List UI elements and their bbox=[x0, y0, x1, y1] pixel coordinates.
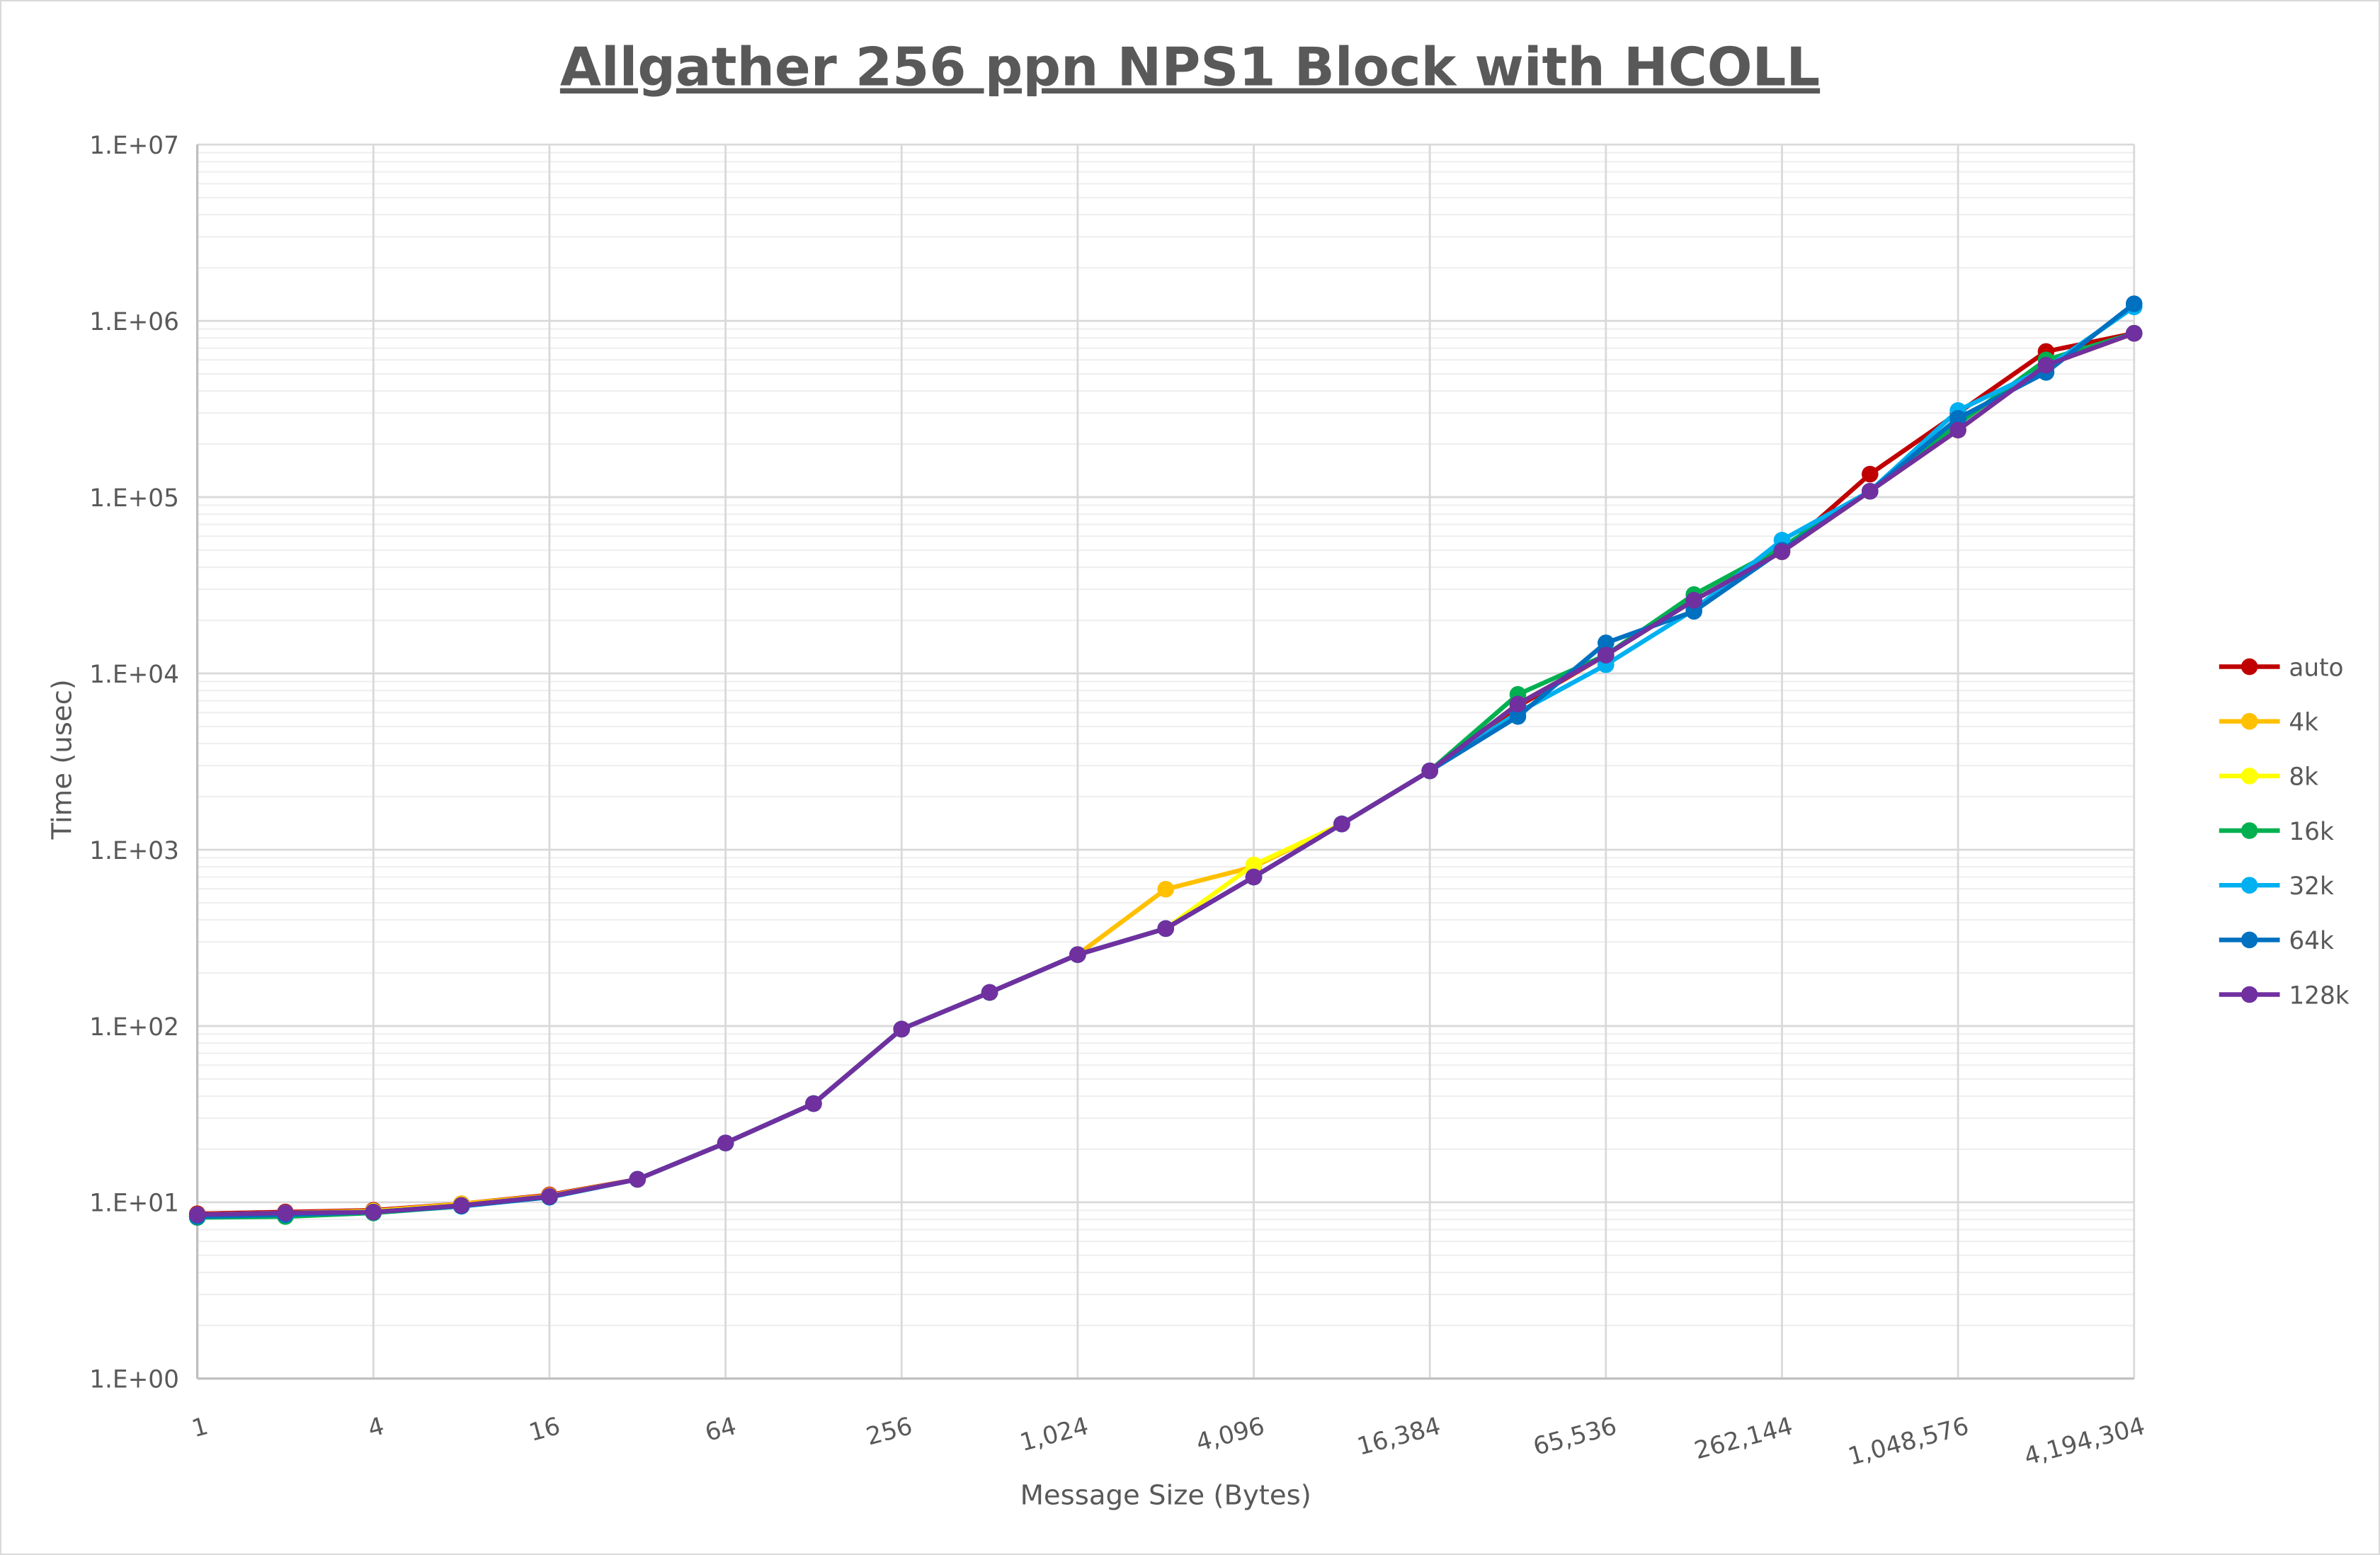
data-point-128k bbox=[277, 1204, 294, 1221]
legend-item-16k: 16k bbox=[2219, 818, 2334, 846]
legend-swatch-marker bbox=[2240, 768, 2258, 785]
y-axis-label: Time (usec) bbox=[47, 679, 79, 840]
data-point-128k bbox=[1861, 482, 1879, 500]
data-point-128k bbox=[717, 1134, 734, 1151]
legend-label: 128k bbox=[2289, 981, 2349, 1010]
data-point-128k bbox=[1509, 695, 1527, 713]
legend-label: 16k bbox=[2289, 818, 2334, 846]
legend: auto 4k 8k 16k 32k 64k 128k bbox=[2219, 654, 2350, 1010]
data-point-auto bbox=[1861, 465, 1879, 483]
data-point-128k bbox=[1773, 543, 1791, 560]
legend-swatch-marker bbox=[2240, 931, 2258, 949]
legend-item-32k: 32k bbox=[2219, 872, 2334, 901]
legend-item-128k: 128k bbox=[2219, 981, 2350, 1010]
x-tick-label: 1,024 bbox=[1017, 1412, 1091, 1457]
chart-title: Allgather 256 ppn NPS1 Block with HCOLL bbox=[560, 36, 1820, 98]
data-point-128k bbox=[893, 1020, 911, 1038]
legend-item-64k: 64k bbox=[2219, 927, 2334, 955]
y-tick-label: 1.E+07 bbox=[89, 132, 179, 160]
data-point-128k bbox=[1333, 815, 1350, 833]
data-point-64k bbox=[1509, 708, 1527, 725]
data-point-8k bbox=[1245, 856, 1263, 874]
series-line-auto bbox=[197, 331, 2135, 1217]
x-tick-label: 65,536 bbox=[1530, 1412, 1619, 1462]
data-point-128k bbox=[2037, 357, 2055, 374]
data-point-128k bbox=[1245, 868, 1263, 886]
x-tick-label: 4,096 bbox=[1193, 1412, 1268, 1457]
data-point-128k bbox=[1157, 920, 1174, 938]
data-point-128k bbox=[452, 1197, 470, 1214]
y-tick-label: 1.E+06 bbox=[89, 308, 179, 336]
legend-swatch-marker bbox=[2240, 712, 2258, 730]
series-64k bbox=[188, 295, 2143, 1225]
x-tick-label: 1,048,576 bbox=[1845, 1412, 1972, 1471]
legend-swatch-marker bbox=[2240, 986, 2258, 1003]
data-point-128k bbox=[629, 1170, 647, 1188]
data-point-128k bbox=[1949, 421, 1966, 439]
axes: 1.E+00 1.E+01 1.E+02 1.E+03 1.E+04 1.E+05 1.E+… bbox=[89, 132, 2148, 1471]
legend-item-auto: auto bbox=[2219, 654, 2344, 682]
x-tick-label: 1 bbox=[189, 1412, 211, 1443]
series-128k bbox=[188, 324, 2143, 1224]
data-point-64k bbox=[2125, 295, 2143, 312]
legend-swatch-marker bbox=[2240, 658, 2258, 676]
data-point-128k bbox=[981, 984, 998, 1001]
y-tick-label: 1.E+05 bbox=[89, 484, 179, 513]
data-point-4k bbox=[1157, 880, 1174, 898]
x-tick-label: 16 bbox=[526, 1412, 563, 1447]
series-line-16k bbox=[197, 331, 2135, 1220]
series-line-4k bbox=[197, 331, 2135, 1217]
legend-item-4k: 4k bbox=[2219, 709, 2318, 737]
series-32k bbox=[188, 298, 2143, 1225]
y-tick-label: 1.E+01 bbox=[89, 1190, 179, 1218]
data-point-128k bbox=[1069, 946, 1086, 963]
x-tick-label: 4 bbox=[365, 1412, 387, 1443]
gridlines bbox=[196, 143, 2136, 1380]
legend-swatch-marker bbox=[2240, 822, 2258, 839]
x-tick-label: 64 bbox=[702, 1412, 739, 1447]
series-8k bbox=[188, 324, 2143, 1224]
series-layer bbox=[188, 295, 2143, 1226]
series-16k bbox=[188, 324, 2143, 1226]
legend-label: 4k bbox=[2289, 709, 2318, 737]
legend-swatch-marker bbox=[2240, 877, 2258, 894]
data-point-64k bbox=[1949, 409, 1966, 427]
legend-label: auto bbox=[2289, 654, 2343, 682]
series-line-8k bbox=[197, 331, 2135, 1217]
data-point-128k bbox=[365, 1203, 382, 1221]
data-point-64k bbox=[1598, 634, 1615, 651]
series-auto bbox=[188, 324, 2143, 1222]
data-point-128k bbox=[2125, 324, 2143, 342]
data-point-128k bbox=[1598, 647, 1615, 663]
data-point-128k bbox=[805, 1095, 822, 1112]
x-tick-label: 256 bbox=[863, 1412, 916, 1452]
y-tick-label: 1.E+00 bbox=[89, 1366, 179, 1394]
data-point-128k bbox=[541, 1187, 558, 1205]
x-tick-label: 16,384 bbox=[1354, 1412, 1443, 1462]
y-tick-label: 1.E+03 bbox=[89, 837, 179, 865]
data-point-128k bbox=[1421, 762, 1438, 780]
y-tick-label: 1.E+02 bbox=[89, 1013, 179, 1042]
series-line-128k bbox=[197, 331, 2135, 1217]
legend-label: 64k bbox=[2289, 927, 2334, 955]
y-tick-label: 1.E+04 bbox=[89, 661, 179, 689]
x-axis-label: Message Size (Bytes) bbox=[1020, 1480, 1311, 1512]
data-point-128k bbox=[188, 1206, 206, 1224]
x-tick-label: 4,194,304 bbox=[2021, 1412, 2148, 1471]
legend-item-8k: 8k bbox=[2219, 763, 2318, 792]
data-point-128k bbox=[1685, 591, 1702, 609]
legend-label: 8k bbox=[2289, 763, 2318, 792]
legend-label: 32k bbox=[2289, 872, 2334, 901]
series-4k bbox=[188, 324, 2143, 1224]
x-tick-label: 262,144 bbox=[1692, 1412, 1796, 1465]
